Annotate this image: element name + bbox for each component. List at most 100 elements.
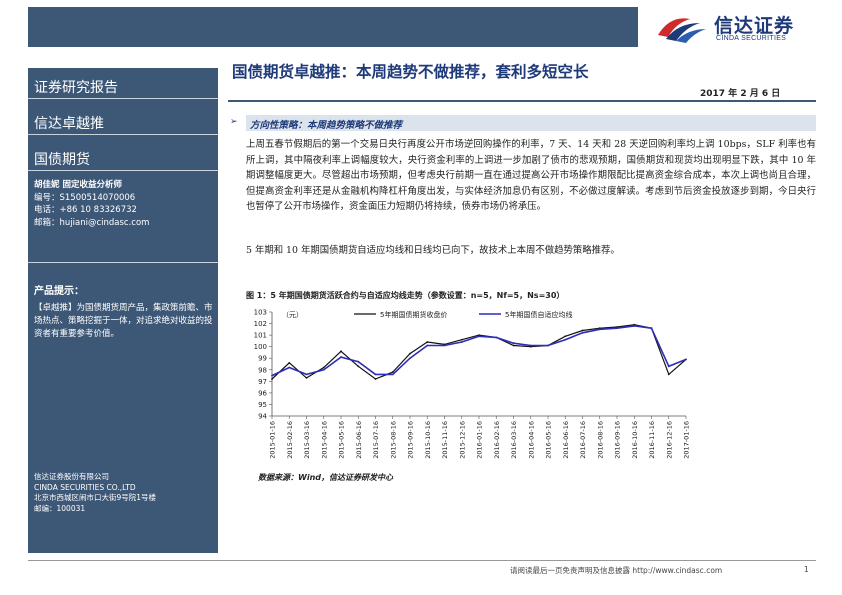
sidebar: 证券研究报告 信达卓越推 国债期货 胡佳妮 固定收益分析师 编号：S150051… [28,68,218,553]
data-point [650,327,653,330]
x-tick-label: 2016-03-16 [510,421,518,459]
logo-text-en: CINDA SECURITIES [716,35,787,42]
data-point [547,344,549,347]
x-tick-label: 2015-05-16 [338,421,346,459]
logo-text-cn: 信达证券 [714,15,795,37]
analyst-phone: 电话：+86 10 83326732 [34,205,137,215]
x-tick-label: 2016-07-16 [579,421,587,459]
report-title: 国债期货卓越推：本周趋势不做推荐，套利多短空长 [232,63,589,81]
x-tick-label: 2015-07-16 [372,421,380,459]
section-header: ➢ 方向性策略：本周趋势策略不做推荐 [228,115,816,131]
page-number: 1 [804,565,809,574]
x-tick-label: 2016-01-16 [476,421,484,459]
product-hint-text: 【卓越推】为国债期货周产品，集政策前瞻、市场热点、策略挖掘于一体，对追求绝对收益… [34,303,213,339]
legend-label: 5年期国债期货收盘价 [380,310,447,319]
data-point [564,335,567,338]
data-point [391,371,394,373]
data-point [271,378,273,380]
y-tick-label: 96 [258,389,267,397]
y-tick-label: 101 [254,332,267,340]
legend-label: 5年期国债自适应均线 [505,310,572,319]
y-unit-label: （元） [282,311,303,319]
x-tick-label: 2016-04-16 [527,421,535,459]
y-tick-label: 99 [258,355,267,363]
y-tick-label: 103 [254,309,267,317]
y-tick-label: 100 [254,343,267,351]
company-name-cn: 信达证券股份有限公司 [34,472,109,481]
y-tick-label: 94 [258,413,267,421]
divider [28,262,218,263]
x-tick-label: 2015-06-16 [355,421,363,459]
company-address: 北京市西城区闹市口大街9号院1号楼 [34,493,157,502]
data-point [633,324,636,327]
x-tick-label: 2016-05-16 [545,421,553,459]
figure-caption: 图 1：5 年期国债期货活跃合约与自适应均线走势（参数设置：n=5，Nf=5，N… [246,291,565,300]
x-tick-label: 2015-11-16 [441,421,449,459]
data-source: 数据来源：Wind，信达证券研发中心 [258,473,393,482]
data-point [564,338,567,341]
analyst-id: 编号：S1500514070006 [34,192,136,203]
section-title-box: 方向性策略：本周趋势策略不做推荐 [246,115,816,131]
data-point [667,373,670,376]
company-info: 信达证券股份有限公司 CINDA SECURITIES CO.,LTD 北京市西… [34,472,156,514]
data-point [305,373,308,376]
x-tick-label: 2015-10-16 [424,421,432,459]
data-point [409,357,411,360]
category-label: 国债期货 [34,152,90,168]
y-tick-label: 98 [258,366,267,374]
data-point [357,360,360,363]
data-point [512,342,515,345]
x-tick-label: 2016-11-16 [648,421,656,459]
x-tick-label: 2016-10-16 [631,421,639,459]
analyst-name: 胡佳妮 固定收益分析师 [34,180,122,190]
data-point [271,374,273,377]
data-point [529,344,532,347]
data-point [340,356,342,358]
company-logo: 信达证券 CINDA SECURITIES [656,11,816,47]
data-point [391,373,394,376]
data-point [340,350,342,353]
data-point [616,327,618,330]
data-point [357,365,360,368]
product-hint-title: 产品提示： [34,286,84,297]
x-tick-label: 2015-04-16 [320,421,328,459]
data-point [685,358,687,361]
x-tick-label: 2015-12-16 [458,421,466,459]
divider [28,134,218,135]
data-point [512,344,515,347]
data-point [374,373,377,376]
data-point [409,352,411,355]
futures-price-chart: （元） 94 95 96 97 98 99 100 101 102 103 2015-01-16 20… [254,309,691,459]
data-point [667,365,670,368]
data-point [426,344,429,347]
data-point [460,338,463,341]
data-point [443,344,446,347]
data-point [374,378,377,380]
x-tick-label: 2015-01-16 [269,421,277,459]
data-point [581,329,584,332]
x-tick-label: 2016-09-16 [614,421,622,459]
data-point [460,341,463,343]
data-point [495,336,498,339]
y-tick-label: 95 [258,401,267,409]
report-date: 2017 年 2 月 6 日 [700,89,781,99]
x-tick-label: 2015-09-16 [407,421,415,459]
title-rule [228,100,816,102]
arrow-bullet-icon: ➢ [230,117,238,127]
data-point [598,328,601,331]
series-line-2 [271,325,687,377]
x-tick-label: 2015-03-16 [303,421,311,459]
report-type-label: 证券研究报告 [34,80,118,96]
data-point [478,335,480,338]
data-point [288,366,291,369]
x-tick-label: 2016-02-16 [493,421,501,459]
y-tick-label: 102 [254,320,267,328]
x-tick-label: 2016-06-16 [562,421,570,459]
data-point [288,361,291,364]
data-point [426,341,429,343]
data-point [305,376,308,379]
series-line-1 [271,324,687,380]
divider [28,98,218,99]
x-tick-label: 2016-12-16 [665,421,673,459]
x-tick-label: 2015-02-16 [286,421,294,459]
